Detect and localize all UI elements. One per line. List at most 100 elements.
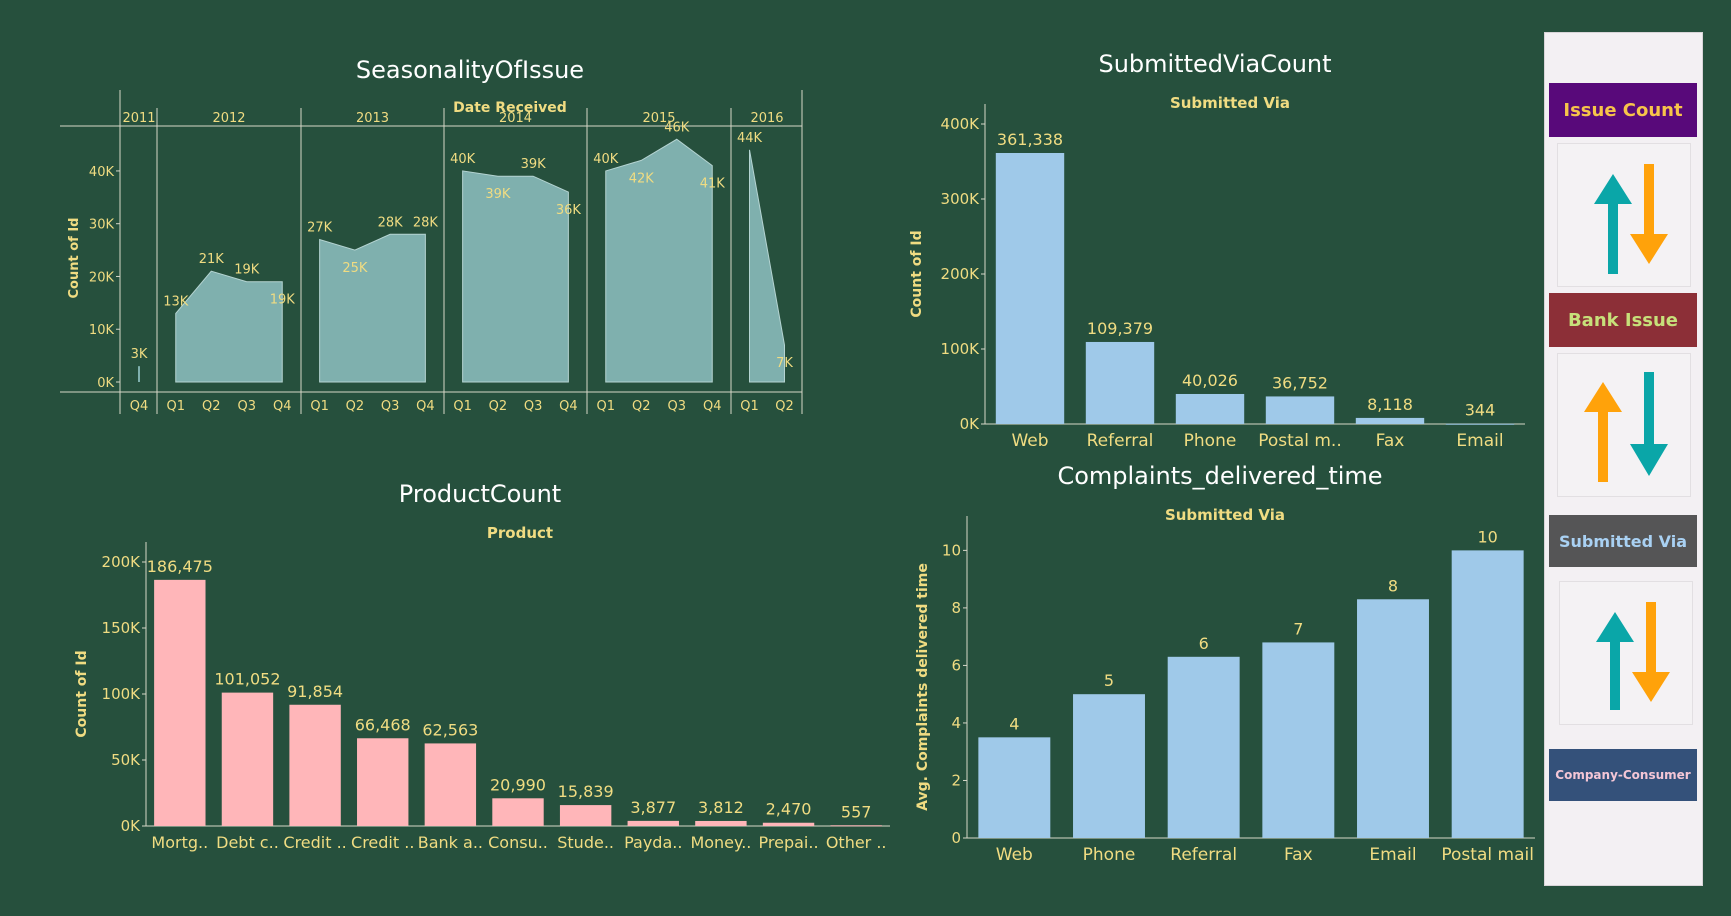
y-tick-label: 0K	[960, 415, 981, 433]
issue-count-sort-toggle[interactable]	[1557, 143, 1691, 287]
data-label: 109,379	[1087, 319, 1153, 338]
product-count-chart: Count of Id 200K 150K 100K 50K 0K 186,475 Mortg…	[74, 542, 890, 852]
x-tick-label: Web	[1011, 431, 1048, 451]
product-count-panel: ProductCount Product Count of Id 200K 150K…	[60, 470, 900, 860]
y-tick-label: 200K	[941, 265, 981, 283]
seasonality-panel: SeasonalityOfIssue Date Received Count o…	[60, 48, 890, 458]
bar	[695, 820, 747, 826]
quarter-label: Q4	[130, 399, 149, 414]
data-label: 3K	[131, 347, 148, 362]
quarter-label: Q4	[559, 399, 578, 414]
data-label: 101,052	[214, 670, 280, 689]
x-tick-label: Postal mail	[1441, 845, 1534, 865]
y-tick-label: 6	[951, 656, 961, 674]
y-tick-label: 20K	[89, 270, 115, 285]
bar	[995, 152, 1065, 424]
data-label: 2,470	[766, 800, 812, 819]
x-tick-label: Phone	[1083, 845, 1136, 865]
data-label: 41K	[700, 177, 726, 192]
x-tick-label: Postal m..	[1258, 431, 1341, 451]
data-label: 40K	[593, 152, 619, 167]
y-tick-label: 4	[951, 714, 961, 732]
x-tick-label: Email	[1456, 431, 1503, 451]
quarter-label: Q4	[703, 399, 722, 414]
y-tick-label: 40K	[89, 165, 115, 180]
bar	[1265, 396, 1335, 424]
y-axis-label: Count of Id	[67, 218, 82, 299]
data-label: 13K	[163, 294, 189, 309]
bar	[424, 743, 477, 826]
bar	[154, 579, 206, 826]
data-label: 28K	[378, 215, 404, 230]
year-label: 2015	[642, 111, 675, 126]
data-label: 19K	[234, 263, 260, 278]
bar	[289, 704, 341, 826]
bar	[492, 798, 544, 826]
data-label: 46K	[664, 120, 690, 135]
bank-issue-label: Bank Issue	[1567, 309, 1679, 331]
y-tick-label: 200K	[102, 553, 142, 571]
year-label: 2014	[499, 111, 532, 126]
y-tick-label: 0	[951, 829, 961, 847]
x-tick-label: Consu..	[488, 833, 548, 852]
quarter-label: Q1	[310, 399, 329, 414]
bar	[1445, 423, 1515, 425]
navigation-sidebar: Issue Count Bank Issue Submitted Via Com…	[1544, 32, 1703, 886]
data-label: 20,990	[490, 775, 546, 794]
x-tick-label: Other ..	[826, 833, 887, 852]
bar	[762, 822, 815, 826]
data-label: 19K	[270, 293, 296, 308]
quarter-label: Q4	[273, 399, 292, 414]
sort-arrows-icon	[1596, 602, 1670, 710]
x-tick-label: Mortg..	[151, 833, 208, 852]
bar	[357, 738, 409, 826]
x-tick-label: Phone	[1184, 431, 1237, 451]
data-label: 39K	[485, 187, 511, 202]
data-label: 3,877	[630, 798, 676, 817]
complaints-time-chart: Avg. Complaints delivered time 10 8 6 4 2 0 4 We…	[915, 516, 1535, 865]
data-label: 36K	[556, 203, 582, 218]
x-tick-label: Bank a..	[418, 833, 483, 852]
quarter-label: Q2	[632, 399, 651, 414]
bar	[1357, 599, 1429, 838]
area-mark	[605, 138, 713, 383]
year-label: 2013	[356, 111, 389, 126]
data-label: 4	[1009, 714, 1019, 733]
data-label: 8,118	[1367, 395, 1413, 414]
quarter-label: Q1	[453, 399, 472, 414]
bank-issue-button[interactable]: Bank Issue	[1549, 293, 1697, 347]
company-consumer-button[interactable]: Company-Consumer	[1549, 749, 1697, 801]
data-label: 39K	[521, 157, 547, 172]
seasonality-title: SeasonalityOfIssue	[355, 56, 585, 84]
quarter-label: Q3	[381, 399, 400, 414]
data-label: 7K	[776, 356, 793, 371]
x-tick-label: Payda..	[624, 833, 682, 852]
data-label: 27K	[307, 221, 333, 236]
complaints-time-panel: Complaints_delivered_time Submitted Via …	[905, 456, 1545, 866]
complaints-time-subtitle: Submitted Via	[1164, 506, 1286, 524]
data-label: 21K	[199, 252, 225, 267]
y-axis-label: Count of Id	[909, 230, 925, 317]
data-label: 3,812	[698, 798, 744, 817]
quarter-label: Q3	[667, 399, 686, 414]
submitted-via-panel: SubmittedViaCount Submitted Via Count of…	[905, 44, 1535, 464]
x-tick-label: Prepai..	[759, 833, 819, 852]
bank-issue-sort-toggle[interactable]	[1557, 353, 1691, 497]
bar	[1451, 550, 1524, 838]
data-label: 62,563	[422, 720, 478, 739]
submitted-via-button[interactable]: Submitted Via	[1549, 515, 1697, 567]
submitted-via-sort-toggle[interactable]	[1559, 581, 1693, 725]
y-tick-label: 10	[942, 541, 961, 559]
submitted-via-title: SubmittedViaCount	[1098, 50, 1332, 78]
data-label: 15,839	[558, 782, 614, 801]
x-tick-label: Fax	[1284, 845, 1313, 865]
data-label: 28K	[413, 215, 439, 230]
seasonality-chart: Count of Id 40K 30K 20K 10K 0K 2011 Q4 3K 2012 Q1 Q…	[60, 90, 803, 414]
data-label: 91,854	[287, 682, 343, 701]
y-axis-label: Avg. Complaints delivered time	[915, 563, 931, 811]
y-tick-label: 50K	[111, 751, 141, 769]
y-tick-label: 0K	[97, 376, 114, 391]
area-mark	[175, 270, 283, 383]
issue-count-button[interactable]: Issue Count	[1549, 83, 1697, 137]
area-mark	[462, 170, 569, 383]
